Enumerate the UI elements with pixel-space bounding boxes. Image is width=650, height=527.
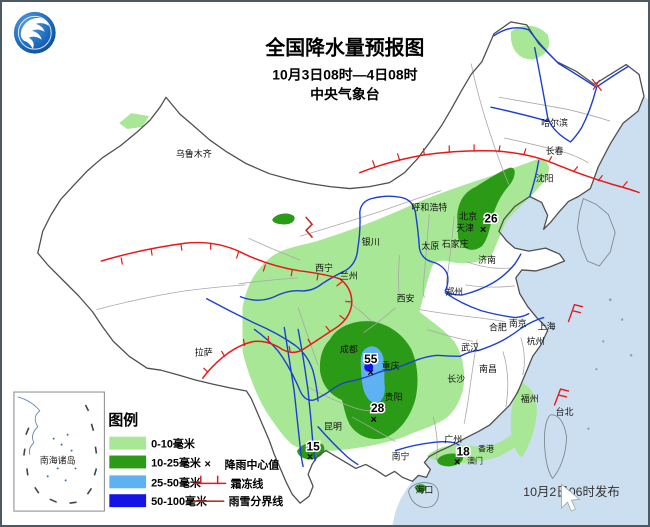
rain-area-0-10-xinjiang <box>119 113 150 130</box>
frost-lines <box>100 78 640 406</box>
city-label-hefei: 合肥 <box>489 321 507 332</box>
city-label-hangzhou: 杭州 <box>527 335 545 346</box>
city-label-lanzhou: 兰州 <box>340 270 358 281</box>
province-borders <box>96 63 611 461</box>
city-label-shenyang: 沈阳 <box>536 173 554 184</box>
rain-area-10-25-guangdong <box>437 453 463 467</box>
legend-title: 图例 <box>108 411 138 429</box>
rain-center-value: 18 <box>457 445 471 459</box>
city-label-nanchang: 南昌 <box>479 363 497 374</box>
sea-area <box>392 96 648 525</box>
city-label-jinan: 济南 <box>478 254 496 265</box>
rain-center-marker: × <box>368 367 374 379</box>
legend-rain-center-label: 降雨中心值 <box>225 457 280 471</box>
rain-center-value: 26 <box>484 211 498 225</box>
rain-snow-boundary <box>305 216 314 238</box>
rain-area-50-100-center <box>364 362 374 372</box>
legend-rain-snow-line-label: 雨雪分界线 <box>229 494 284 508</box>
legend-label-25-50: 25-50毫米 <box>151 475 201 489</box>
map-period: 10月3日08时—4日08时 <box>272 66 417 82</box>
city-label-yinchuan: 银川 <box>362 236 380 247</box>
city-label-beijing: 北京 <box>459 210 477 221</box>
city-label-taiyuan: 太原 <box>421 240 439 251</box>
rain-center-value: 15 <box>306 440 320 454</box>
nine-dash-line <box>23 404 98 504</box>
south-china-sea-inset: 南海诸岛 <box>13 391 105 512</box>
wind-barb-icon <box>553 303 584 406</box>
city-label-hohhot: 呼和浩特 <box>411 201 447 212</box>
city-label-harbin: 哈尔滨 <box>541 117 568 128</box>
rain-center-value: 28 <box>371 401 385 415</box>
city-label-changsha: 长沙 <box>447 373 465 384</box>
city-label-wuhan: 武汉 <box>461 341 479 352</box>
rain-center-marker: × <box>480 224 486 236</box>
city-label-nanjing: 南京 <box>509 318 527 329</box>
rain-center-values: 26 × 55 × 28 × 15 × 18 × <box>305 210 500 469</box>
city-label-xining: 西宁 <box>315 262 333 273</box>
city-label-zhengzhou: 郑州 <box>445 286 463 297</box>
rivers <box>206 27 629 468</box>
city-label-lhasa: 拉萨 <box>195 346 213 357</box>
city-label-guiyang: 贵阳 <box>385 391 403 402</box>
offshore-islands <box>587 298 633 430</box>
city-label-tianjin: 天津 <box>456 223 474 233</box>
legend: 图例 0-10毫米 10-25毫米 25-50毫米 50-100毫米 × 降雨中… <box>108 411 283 508</box>
china-border <box>37 21 645 504</box>
legend-swatch-10-25 <box>109 455 147 469</box>
city-label-haikou: 海口 <box>415 484 433 495</box>
map-agency: 中央气象台 <box>310 86 380 102</box>
rain-center-marker: × <box>371 414 377 426</box>
agency-logo <box>13 11 56 54</box>
city-label-urumqi: 乌鲁木齐 <box>176 148 212 159</box>
legend-rain-center-symbol: × <box>205 458 211 470</box>
legend-frost-line-label: 霜冻线 <box>230 476 264 490</box>
korea-peninsula <box>576 197 616 267</box>
rain-center-value: 55 <box>364 352 378 366</box>
rain-area-10-25-hainan <box>414 484 427 493</box>
city-label-nanning: 南宁 <box>392 451 410 462</box>
legend-frost-line-symbol <box>193 475 227 485</box>
rain-center-marker: × <box>454 456 460 468</box>
city-label-xian: 西安 <box>397 293 415 304</box>
legend-swatch-25-50 <box>109 475 147 489</box>
city-label-macau: 澳门 <box>467 455 483 465</box>
city-label-chengdu: 成都 <box>340 343 358 354</box>
rain-area-0-10-northeast <box>510 25 550 60</box>
city-label-shanghai: 上海 <box>538 321 556 332</box>
city-label-fuzhou: 福州 <box>521 393 539 404</box>
issued-date: 10月2日06时发布 <box>523 484 620 499</box>
rain-center-marker: × <box>307 451 313 463</box>
inset-islands <box>46 433 77 482</box>
legend-swatch-50-100 <box>109 494 147 508</box>
map-title: 全国降水量预报图 <box>264 37 424 60</box>
legend-label-0-10: 0-10毫米 <box>151 437 195 451</box>
hainan-island <box>408 482 439 508</box>
city-label-taipei: 台北 <box>556 406 574 417</box>
title-block: 全国降水量预报图 10月3日08时—4日08时 中央气象台 <box>264 37 424 103</box>
precipitation-areas <box>119 25 567 508</box>
mouse-cursor <box>561 483 581 512</box>
legend-label-50-100: 50-100毫米 <box>151 494 207 508</box>
city-label-hongkong: 香港 <box>478 444 494 454</box>
city-label-kunming: 昆明 <box>324 422 342 432</box>
city-label-guangzhou: 广州 <box>444 434 462 445</box>
city-label-changchun: 长春 <box>546 145 564 156</box>
city-label-shijiazhuang: 石家庄 <box>442 238 469 249</box>
legend-swatch-0-10 <box>109 436 147 450</box>
legend-label-10-25: 10-25毫米 <box>151 455 201 469</box>
rain-area-10-25-beijing <box>457 167 515 250</box>
taiwan-island <box>544 414 567 480</box>
inset-label: 南海诸岛 <box>40 454 76 465</box>
city-label-chongqing: 重庆 <box>382 360 400 371</box>
city-labels: 乌鲁木齐 哈尔滨 长春 沈阳 呼和浩特 北京 天津 石家庄 太原 济南 银川 西… <box>176 117 574 495</box>
rain-area-10-25-gansu <box>272 213 295 225</box>
